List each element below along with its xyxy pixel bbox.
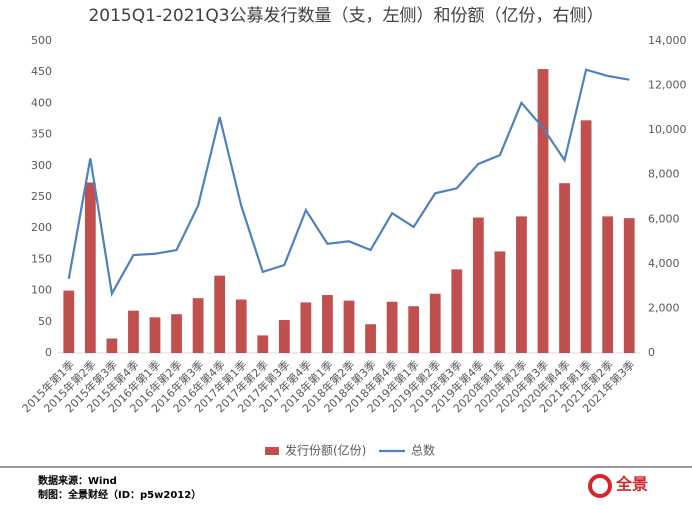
logo: 全景: [615, 475, 648, 494]
y-tick-label: 450: [31, 65, 52, 78]
bar: [451, 269, 463, 353]
bar: [365, 324, 376, 353]
bar: [559, 183, 570, 353]
bar: [214, 275, 226, 353]
y2-tick-label: 8,000: [648, 168, 680, 181]
bar: [322, 295, 333, 353]
bar: [408, 306, 420, 353]
bar: [623, 218, 635, 353]
y-tick-label: 150: [31, 252, 52, 265]
bar: [149, 317, 161, 353]
y-tick-label: 400: [31, 96, 52, 109]
bar: [257, 335, 269, 353]
line: [67, 68, 630, 298]
bar: [602, 216, 614, 353]
bar: [472, 217, 484, 353]
y-tick-label: 250: [31, 190, 52, 203]
legend-label: 发行份额(亿份): [285, 443, 366, 458]
bar: [580, 120, 592, 353]
bar: [494, 251, 506, 353]
y2-tick-label: 6,000: [648, 212, 680, 225]
y-tick-label: 100: [31, 284, 52, 297]
bar: [63, 290, 75, 353]
bar: [235, 299, 247, 353]
bar: [300, 302, 312, 353]
legend-swatch: [265, 447, 279, 455]
bar: [343, 300, 355, 353]
y-tick-label: 50: [38, 315, 52, 328]
y2-tick-label: 2,000: [648, 301, 680, 314]
legend-label: 总数: [411, 443, 435, 458]
bar: [516, 216, 527, 353]
bar: [106, 338, 118, 353]
y2-tick-label: 10,000: [648, 123, 687, 136]
credit: 制图：全景财经（ID：p5w2012）: [38, 488, 201, 501]
logo-mark: [588, 474, 612, 498]
y2-tick-label: 14,000: [648, 34, 687, 47]
y2-tick-label: 12,000: [648, 79, 687, 92]
bar: [386, 301, 398, 353]
bar: [192, 298, 204, 353]
bar: [278, 320, 290, 353]
bar: [537, 69, 549, 353]
source: 数据来源：Wind: [38, 474, 117, 487]
y2-tick-label: 4,000: [648, 257, 680, 270]
y2-tick-label: 0: [648, 346, 655, 359]
y-tick-label: 0: [45, 346, 52, 359]
bar: [128, 310, 139, 353]
y-tick-label: 300: [31, 159, 52, 172]
y-tick-label: 350: [31, 128, 52, 141]
bar: [429, 293, 441, 353]
chart-title: 2015Q1-2021Q3公募发行数量（支，左侧）和份额（亿份，右侧）: [88, 6, 603, 26]
bar: [171, 314, 182, 353]
y-tick-label: 500: [31, 34, 52, 47]
y-tick-label: 200: [31, 221, 52, 234]
bar: [84, 182, 96, 353]
